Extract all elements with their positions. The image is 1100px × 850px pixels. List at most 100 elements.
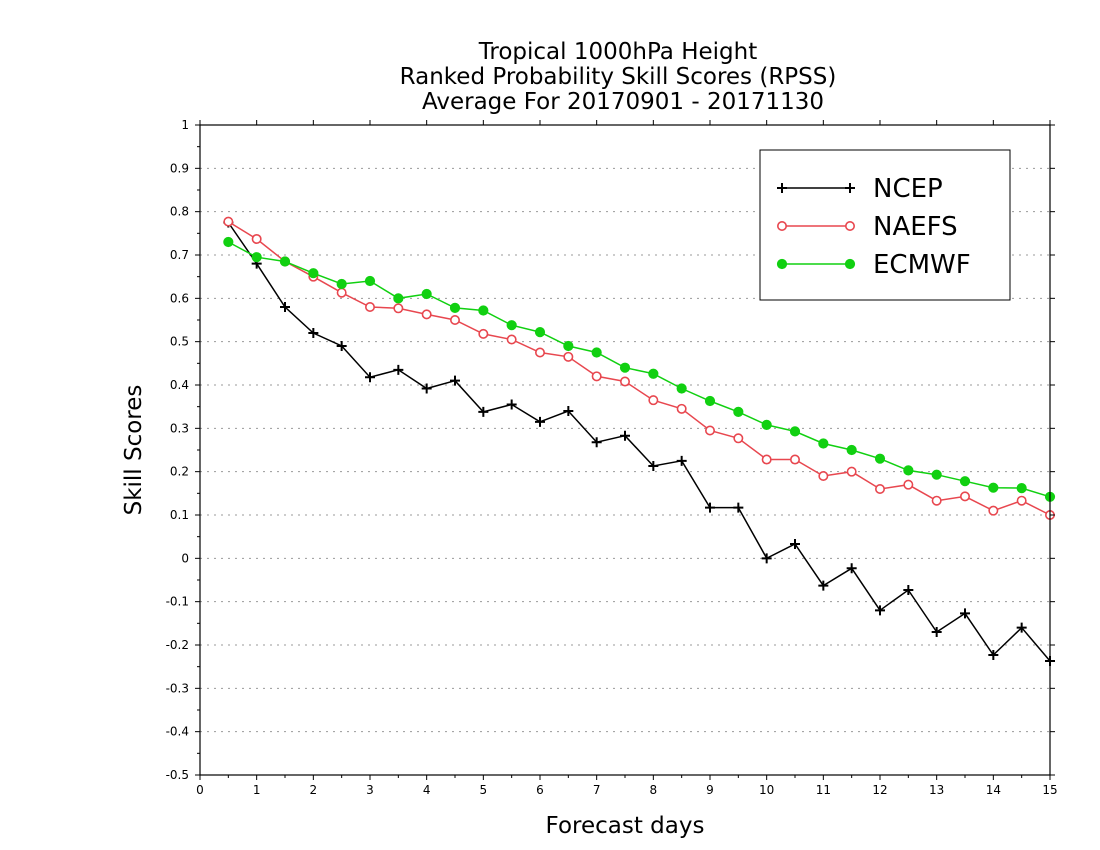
point-naefs bbox=[761, 454, 772, 465]
data-series bbox=[223, 216, 1056, 667]
legend-marker-naefs bbox=[776, 221, 787, 232]
point-naefs bbox=[506, 334, 517, 345]
point-ecmwf bbox=[223, 236, 234, 248]
point-naefs bbox=[959, 491, 970, 502]
point-ncep bbox=[591, 437, 602, 448]
legend-label-ecmwf: ECMWF bbox=[873, 250, 971, 280]
point-ecmwf bbox=[421, 288, 432, 300]
point-ecmwf bbox=[704, 395, 716, 407]
point-ecmwf bbox=[563, 340, 574, 352]
point-naefs bbox=[988, 505, 999, 516]
x-tick-label: 14 bbox=[986, 783, 1001, 797]
point-ecmwf bbox=[959, 476, 971, 487]
legend-item-naefs: NAEFS bbox=[776, 212, 958, 242]
point-ncep bbox=[450, 375, 460, 386]
legend-box bbox=[759, 149, 1011, 301]
legend-label-ncep: NCEP bbox=[873, 174, 943, 204]
point-naefs bbox=[449, 314, 460, 325]
point-naefs bbox=[619, 376, 630, 387]
point-ncep bbox=[705, 502, 715, 513]
point-ncep bbox=[988, 649, 999, 660]
title-line-2: Ranked Probability Skill Scores (RPSS) bbox=[400, 64, 837, 90]
y-tick-label: 0.2 bbox=[170, 465, 189, 479]
y-tick-label: -0.4 bbox=[166, 725, 189, 739]
point-naefs bbox=[251, 233, 262, 244]
point-naefs bbox=[393, 303, 404, 314]
y-tick-label: -0.1 bbox=[166, 595, 189, 609]
legend-marker-ncep bbox=[777, 183, 787, 193]
point-ecmwf bbox=[818, 438, 829, 449]
point-naefs bbox=[903, 479, 914, 490]
point-naefs bbox=[789, 454, 800, 465]
point-ncep bbox=[478, 406, 489, 417]
point-ecmwf bbox=[279, 256, 291, 267]
x-tick-label: 10 bbox=[759, 783, 774, 797]
point-ncep bbox=[875, 605, 885, 616]
point-ecmwf bbox=[534, 327, 546, 338]
point-ecmwf bbox=[1016, 483, 1027, 494]
x-tick-label: 15 bbox=[1042, 783, 1057, 797]
point-naefs bbox=[534, 347, 545, 358]
title-line-3: Average For 20170901 - 20171130 bbox=[422, 89, 824, 115]
x-tick-label: 3 bbox=[366, 783, 374, 797]
legend-item-ncep: NCEP bbox=[777, 174, 943, 204]
legend-marker-ecmwf bbox=[844, 258, 856, 270]
y-tick-label: 0.1 bbox=[170, 508, 189, 522]
point-ecmwf bbox=[591, 347, 602, 358]
point-ecmwf bbox=[761, 419, 772, 430]
point-ncep bbox=[535, 416, 545, 427]
point-ecmwf bbox=[846, 444, 857, 456]
point-ncep bbox=[733, 502, 744, 513]
point-ncep bbox=[818, 580, 829, 591]
point-naefs bbox=[421, 309, 432, 320]
line-naefs bbox=[227, 220, 1051, 516]
y-tick-label: 0.3 bbox=[170, 421, 189, 435]
point-naefs bbox=[874, 483, 885, 494]
y-tick-label: 0.5 bbox=[170, 335, 189, 349]
point-ncep bbox=[280, 302, 290, 312]
x-tick-label: 4 bbox=[423, 783, 431, 797]
point-ncep bbox=[563, 406, 574, 416]
point-naefs bbox=[676, 403, 687, 414]
legend-label-naefs: NAEFS bbox=[873, 212, 958, 242]
point-ecmwf bbox=[478, 305, 489, 316]
point-ncep bbox=[336, 341, 347, 351]
point-ncep bbox=[365, 372, 375, 383]
x-tick-label: 12 bbox=[872, 783, 887, 797]
point-naefs bbox=[591, 371, 602, 382]
point-naefs bbox=[648, 395, 659, 406]
point-naefs bbox=[563, 351, 574, 362]
point-ncep bbox=[620, 430, 630, 441]
y-tick-label: -0.2 bbox=[166, 638, 189, 652]
chart-title: Tropical 1000hPa Height Ranked Probabili… bbox=[400, 39, 837, 115]
point-ecmwf bbox=[251, 252, 262, 263]
point-ecmwf bbox=[308, 268, 319, 279]
x-axis-ticks: 0 1 2 3 4 5 6 7 8 9 10 11 12 13 14 15 bbox=[196, 120, 1058, 797]
point-naefs bbox=[478, 328, 489, 339]
legend: NCEP NAEFS ECMWF bbox=[759, 149, 1011, 301]
point-ncep bbox=[931, 627, 942, 637]
point-ncep bbox=[648, 461, 659, 472]
point-ecmwf bbox=[648, 368, 659, 379]
point-ecmwf bbox=[874, 453, 886, 464]
legend-marker-ncep bbox=[845, 183, 855, 193]
point-ncep bbox=[308, 328, 319, 338]
y-tick-label: 0.4 bbox=[170, 378, 189, 392]
point-naefs bbox=[931, 495, 942, 506]
point-naefs bbox=[704, 425, 715, 436]
y-tick-label: 0.7 bbox=[170, 248, 189, 262]
point-ecmwf bbox=[733, 406, 744, 417]
point-ncep bbox=[846, 563, 857, 574]
point-ecmwf bbox=[931, 469, 942, 480]
y-tick-label: 0 bbox=[181, 551, 189, 565]
x-tick-label: 7 bbox=[593, 783, 601, 797]
point-ecmwf bbox=[449, 302, 461, 313]
point-naefs bbox=[733, 433, 744, 444]
x-tick-label: 5 bbox=[480, 783, 488, 797]
legend-marker-naefs bbox=[844, 221, 855, 232]
point-naefs bbox=[818, 470, 829, 481]
point-ncep bbox=[393, 364, 404, 375]
point-naefs bbox=[364, 301, 375, 312]
title-line-1: Tropical 1000hPa Height bbox=[478, 39, 758, 65]
